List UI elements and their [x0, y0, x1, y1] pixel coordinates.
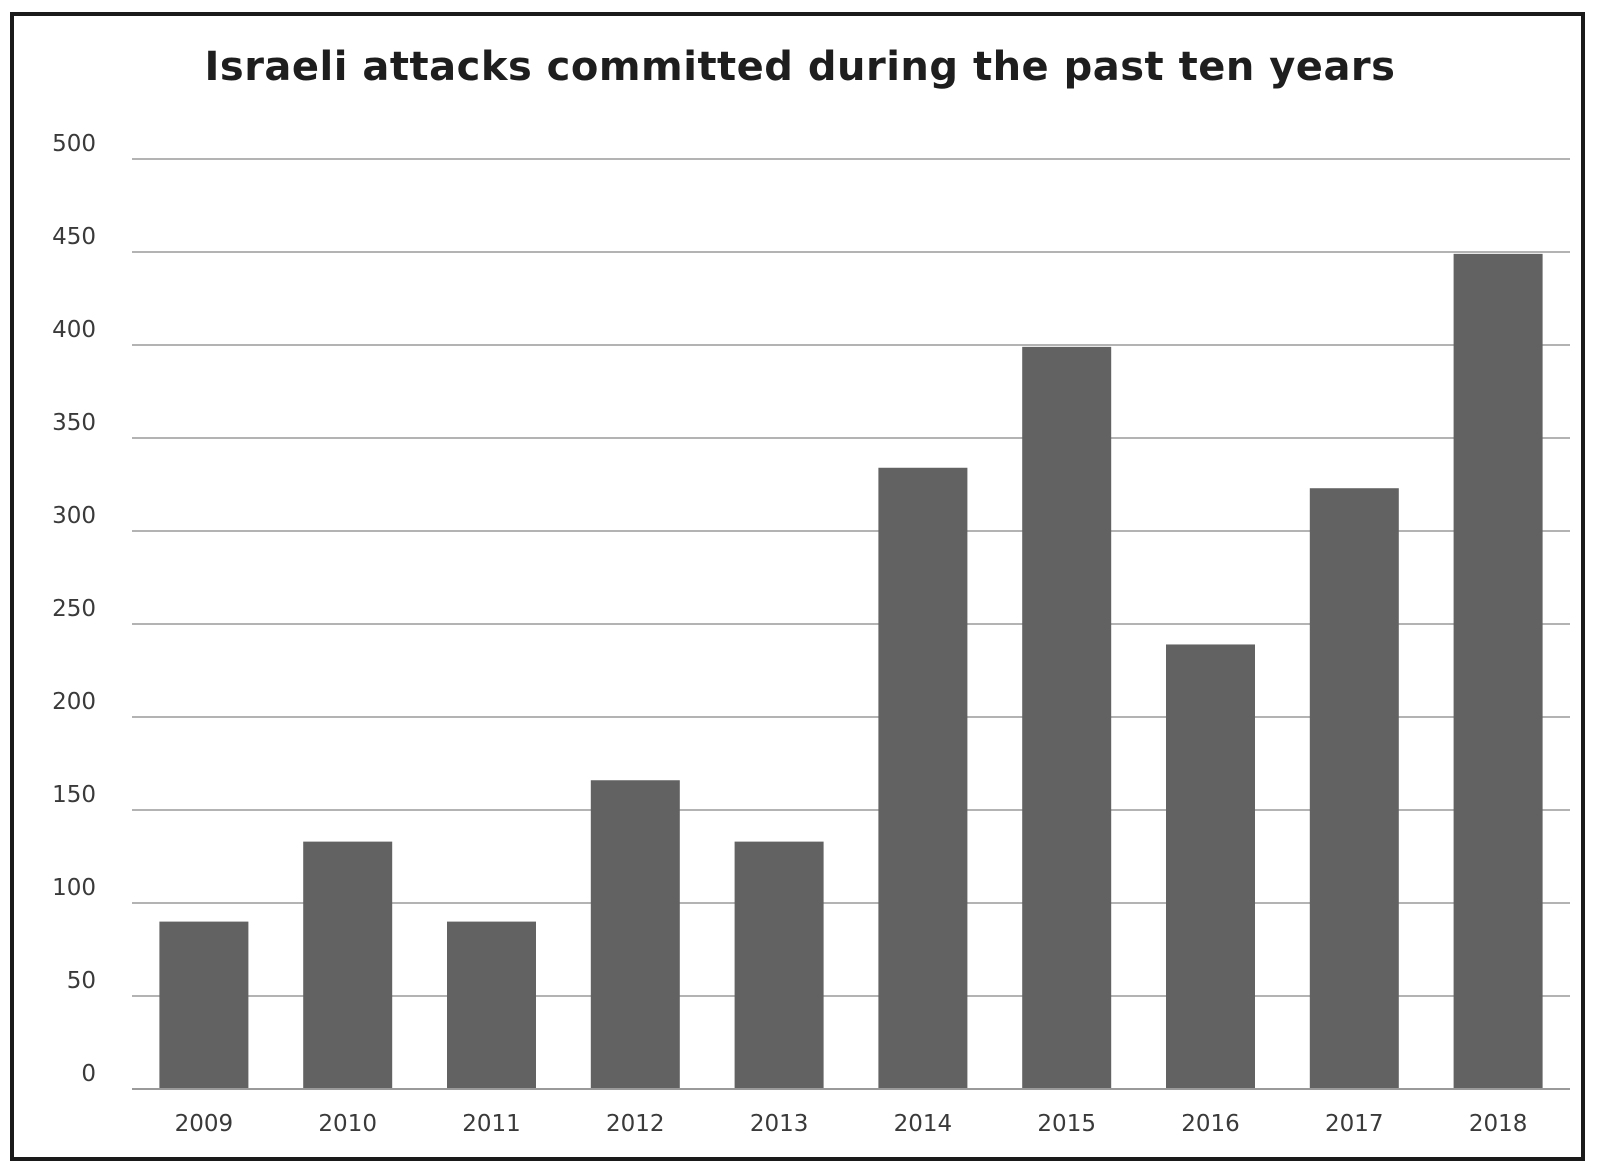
bar-2010 — [303, 841, 393, 1089]
x-tick-label: 2009 — [175, 1111, 234, 1137]
y-tick-label: 100 — [52, 875, 96, 901]
bar-2012 — [590, 780, 680, 1089]
bar-2009 — [159, 921, 249, 1089]
y-tick-label: 150 — [52, 782, 96, 808]
y-tick-label: 450 — [52, 224, 96, 250]
x-tick-label: 2013 — [750, 1111, 809, 1137]
x-tick-label: 2010 — [318, 1111, 377, 1137]
x-tick-label: 2016 — [1181, 1111, 1240, 1137]
x-tick-label: 2012 — [606, 1111, 665, 1137]
bar-2016 — [1166, 644, 1255, 1089]
bar-2011 — [447, 921, 536, 1089]
x-tick-label: 2011 — [462, 1111, 521, 1137]
x-tick-label: 2015 — [1037, 1111, 1096, 1137]
y-tick-label: 300 — [52, 503, 96, 529]
x-tick-label: 2017 — [1325, 1111, 1384, 1137]
bar-2018 — [1453, 253, 1543, 1090]
bar-2017 — [1309, 488, 1399, 1090]
bar-2013 — [734, 841, 824, 1089]
x-tick-label: 2014 — [894, 1111, 953, 1137]
y-tick-label: 200 — [52, 689, 96, 715]
bar-2015 — [1022, 346, 1112, 1089]
x-tick-label: 2018 — [1469, 1111, 1528, 1137]
y-tick-label: 250 — [52, 596, 96, 622]
chart-title: Israeli attacks committed during the pas… — [204, 44, 1396, 90]
y-tick-label: 0 — [81, 1061, 96, 1087]
y-tick-label: 350 — [52, 410, 96, 436]
y-tick-label: 50 — [67, 968, 96, 994]
y-tick-label: 400 — [52, 317, 96, 343]
y-tick-label: 500 — [52, 131, 96, 157]
bar-2014 — [878, 467, 968, 1089]
